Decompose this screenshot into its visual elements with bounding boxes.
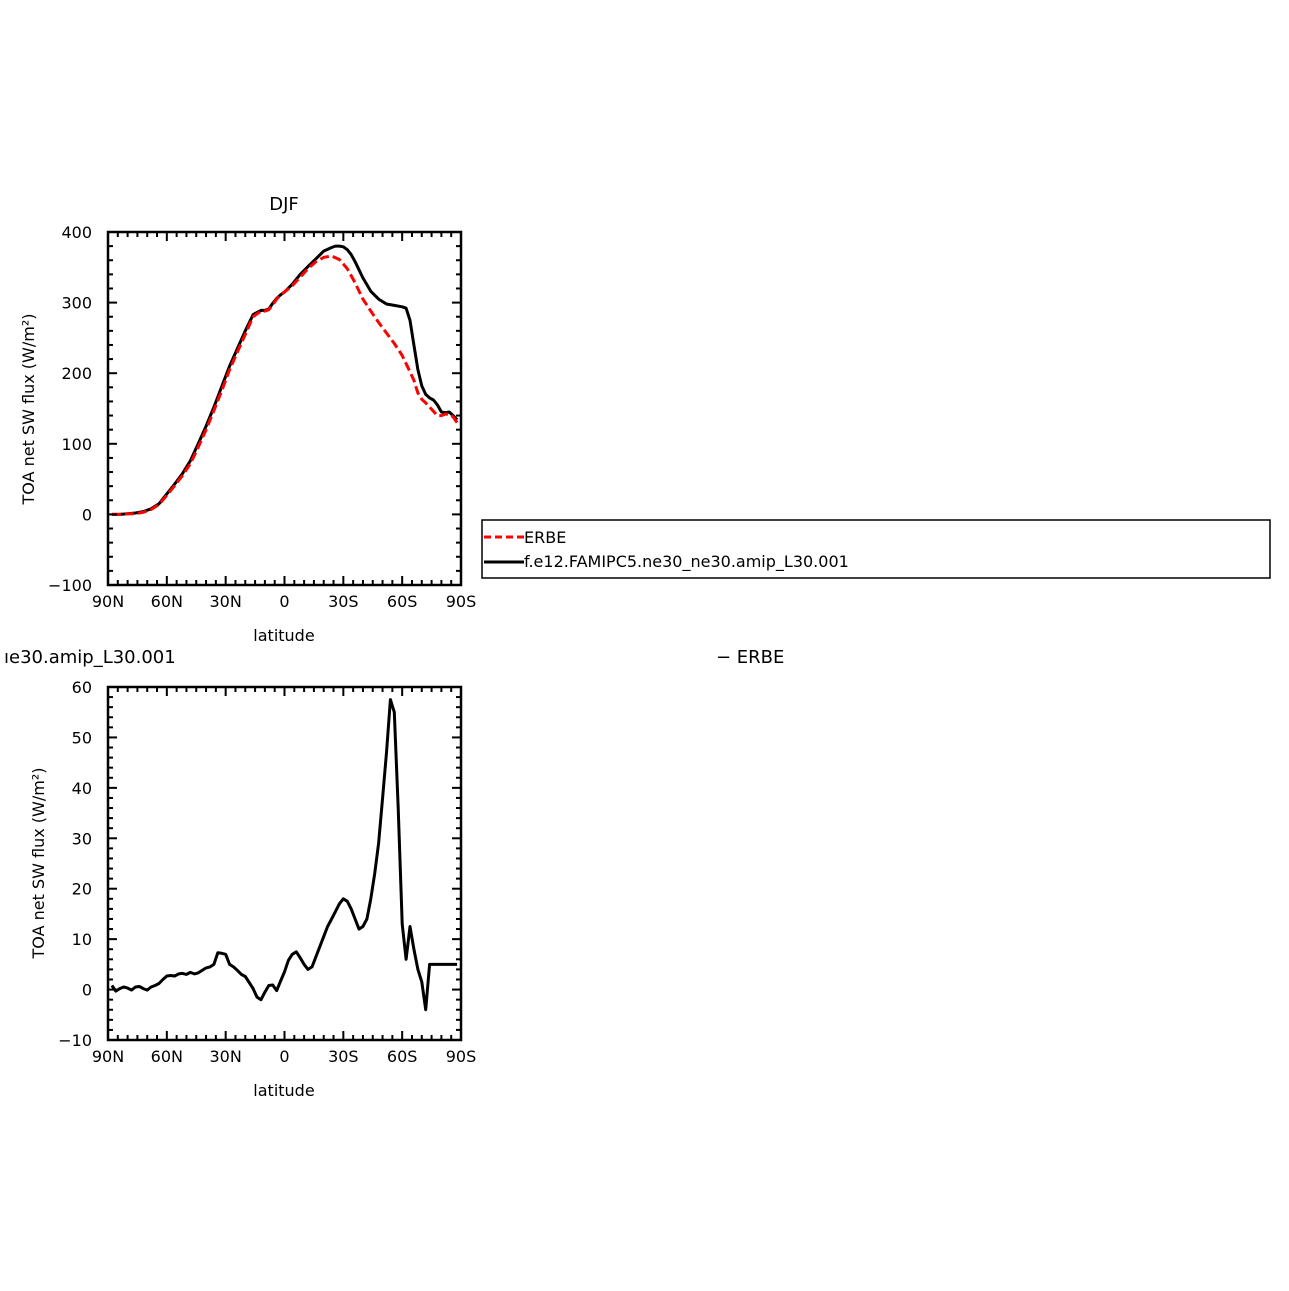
x-tick-label: 60N xyxy=(151,592,183,611)
plot-2-ticks: 90N 60N 30N 0 30S 60S 90S −10 0 10 20 30 40 50 60 xyxy=(58,678,476,1066)
x-tick-label: 30S xyxy=(328,592,359,611)
x-tick-label: 90N xyxy=(92,592,124,611)
x-tick-label: 30N xyxy=(210,592,242,611)
plot-2-title: ıe30.amip_L30.001 xyxy=(4,647,176,668)
x-tick-label: 0 xyxy=(279,1047,289,1066)
plot-1-frame xyxy=(106,230,463,587)
x-tick-label: 60N xyxy=(151,1047,183,1066)
plot-1-ticks: 90N 60N 30N 0 30S 60S 90S −100 0 100 200 300 400 xyxy=(48,223,476,611)
legend: ERBE f.e12.FAMIPC5.ne30_ne30.amip_L30.00… xyxy=(481,519,1271,579)
y-tick-label: 20 xyxy=(72,880,92,899)
legend-box xyxy=(481,519,1271,579)
x-tick-label: 30N xyxy=(210,1047,242,1066)
y-tick-label: 40 xyxy=(72,779,92,798)
plot-1-series-layer xyxy=(111,244,459,516)
y-tick-label: 100 xyxy=(61,435,92,454)
legend-label-model: f.e12.FAMIPC5.ne30_ne30.amip_L30.001 xyxy=(524,552,849,572)
x-tick-label: 60S xyxy=(387,1047,418,1066)
y-tick-label: −100 xyxy=(48,576,92,595)
plot-2-series-layer xyxy=(110,698,458,1012)
legend-label-erbe: ERBE xyxy=(524,528,566,547)
y-tick-label: −10 xyxy=(58,1031,92,1050)
plot-2-title-right: − ERBE xyxy=(716,647,784,668)
y-tick-label: 60 xyxy=(72,678,92,697)
y-tick-label: 30 xyxy=(72,829,92,848)
series-line-1-0 xyxy=(110,698,458,1012)
x-tick-label: 30S xyxy=(328,1047,359,1066)
y-tick-label: 0 xyxy=(82,981,92,1000)
x-tick-label: 60S xyxy=(387,592,418,611)
series-line-0-1 xyxy=(111,244,459,516)
y-tick-label: 0 xyxy=(82,505,92,524)
plot-2-ylabel: TOA net SW flux (W/m²) xyxy=(29,768,48,960)
y-tick-label: 400 xyxy=(61,223,92,242)
y-tick-label: 300 xyxy=(61,294,92,313)
plot-2: ıe30.amip_L30.001 − ERBE 90N 60N 30N 0 30S 60… xyxy=(4,647,784,1100)
x-tick-label: 0 xyxy=(279,592,289,611)
y-tick-label: 50 xyxy=(72,728,92,747)
plot-2-frame xyxy=(106,685,463,1042)
x-tick-label: 90N xyxy=(92,1047,124,1066)
plot-1-xlabel: latitude xyxy=(253,626,314,645)
y-tick-label: 10 xyxy=(72,930,92,949)
series-line-0-0 xyxy=(111,254,459,516)
y-tick-label: 200 xyxy=(61,364,92,383)
plot-1-ylabel: TOA net SW flux (W/m²) xyxy=(19,314,38,506)
plot-1-title: DJF xyxy=(269,194,299,215)
plot-1: DJF 90N 60N 30N 0 30S 60S 90S −100 0 100 200 300 400… xyxy=(19,194,476,645)
plot-2-xlabel: latitude xyxy=(253,1081,314,1100)
x-tick-label: 90S xyxy=(446,592,477,611)
x-tick-label: 90S xyxy=(446,1047,477,1066)
